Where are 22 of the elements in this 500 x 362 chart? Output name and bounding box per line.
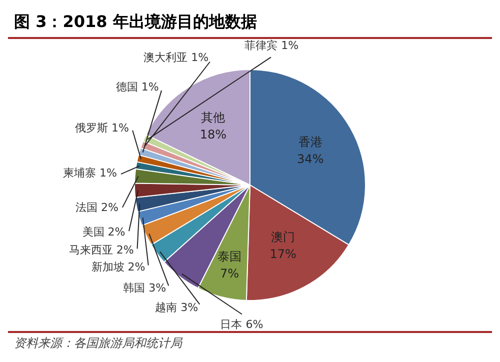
data-label: 34% [297, 152, 324, 166]
slice-label: 柬埔寨 1% [63, 166, 117, 180]
slice-label: 马来西亚 2% [68, 244, 134, 257]
slice-label: 澳门 [271, 230, 296, 244]
slice-label: 韩国 3% [123, 282, 166, 295]
slice-label: 美国 2% [82, 225, 126, 238]
slice-label: 香港 [298, 135, 322, 150]
slice-label: 越南 3% [155, 300, 198, 314]
chart-title: 图 3：2018 年出境游目的地数据 [8, 8, 492, 39]
slice-label: 日本 6% [220, 318, 264, 332]
slice-label: 泰国 [218, 250, 242, 264]
text: 资料来源：各国旅游局和统计局 [8, 331, 492, 354]
slice-label: 其他 [201, 110, 226, 124]
data-label: 17% [270, 247, 296, 262]
slice-label: 俄罗斯 1% [75, 122, 129, 135]
data-label: 18% [200, 127, 227, 142]
slice-label: 德国 1% [116, 80, 159, 94]
slice-label: 法国 2% [76, 200, 119, 214]
slice-label: 澳大利亚 1% [144, 50, 209, 64]
slice-label: 新加坡 2% [91, 260, 146, 274]
slice-label: 菲律宾 1% [244, 39, 299, 52]
data-label: 7% [220, 266, 240, 281]
